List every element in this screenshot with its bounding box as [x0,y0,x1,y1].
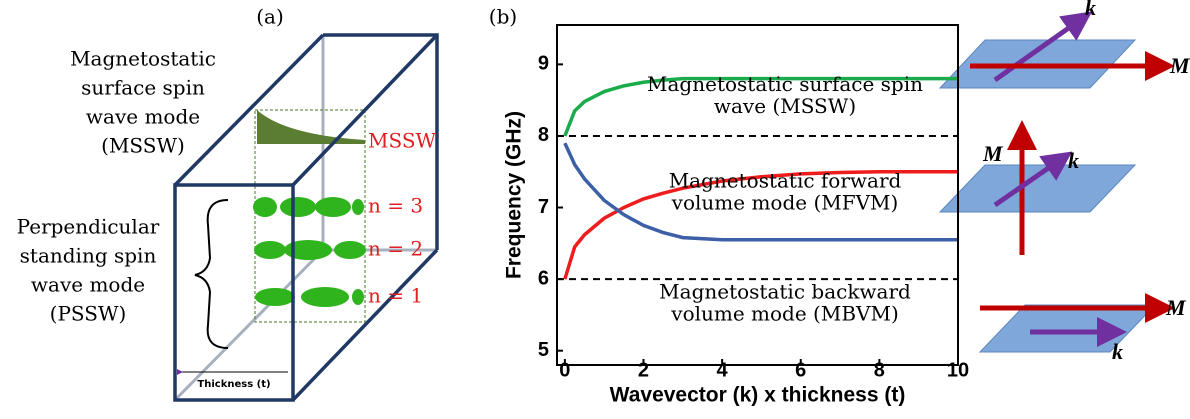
k-label: k [1085,0,1096,20]
pssw-description: Perpendicular [17,215,160,239]
x-tick-label: 8 [874,359,885,381]
m-label: M [1165,295,1187,320]
panel-label: (b) [489,5,517,29]
y-tick-label: 7 [538,196,549,218]
y-tick-label: 9 [538,53,549,75]
mssw-description: Magnetostatic [70,47,216,71]
annotation: volume mode (MBVM) [670,302,898,326]
pssw-description: wave mode [31,273,145,297]
mode-label: n = 2 [368,237,423,261]
mssw-description: wave mode [86,105,200,129]
x-tick-label: 10 [947,359,969,381]
m-label: M [982,141,1004,166]
x-tick-label: 6 [795,359,806,381]
mode-label: n = 3 [368,194,423,218]
annotation: Magnetostatic forward [669,169,902,193]
panel-label: (a) [256,5,284,29]
annotation: Magnetostatic surface spin [647,72,923,96]
y-tick-label: 6 [538,267,549,289]
mode-label: n = 1 [368,284,423,308]
annotation: volume mode (MFVM) [671,191,899,215]
annotation: Magnetostatic backward [659,280,911,304]
x-tick-label: 0 [559,359,570,381]
thickness-label: Thickness (t) [197,379,270,390]
mssw-description: surface spin [81,76,205,100]
pssw-description: (PSSW) [50,302,127,326]
x-axis-label: Wavevector (k) x thickness (t) [610,384,906,407]
panel-c: k M M k M k [940,0,1190,364]
x-tick-label: 2 [638,359,649,381]
y-tick-label: 5 [538,339,549,361]
m-label: M [1169,53,1190,78]
annotation: wave (MSSW) [714,94,856,118]
chart: (b) 0 2 4 6 8 10 5 6 7 8 9 Wavevector (k) x thicknes… [489,5,969,407]
figure: (a) Thickness (t) MSSW n = 3 n = 2 n = 1… [0,0,1190,414]
panel-a: (a) Thickness (t) MSSW n = 3 n = 2 n = 1… [17,5,437,401]
x-tick-label: 4 [717,359,729,381]
mssw-description: (MSSW) [101,134,185,158]
k-label: k [1068,148,1079,173]
y-tick-label: 8 [538,124,549,146]
pssw-description: standing spin [20,244,157,268]
k-label: k [1112,339,1123,364]
mssw-tag: MSSW [368,129,437,153]
y-axis-label: Frequency (GHz) [503,111,526,279]
